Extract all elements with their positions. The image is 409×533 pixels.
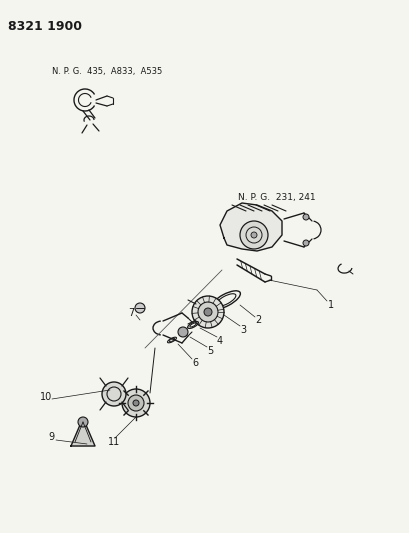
Circle shape (122, 389, 150, 417)
Text: 1: 1 (327, 300, 333, 310)
Text: N. P. G.  435,  A833,  A535: N. P. G. 435, A833, A535 (52, 67, 162, 76)
Text: 8321 1900: 8321 1900 (8, 20, 82, 33)
Text: 6: 6 (191, 358, 198, 368)
Circle shape (78, 417, 88, 427)
Text: 5: 5 (207, 346, 213, 356)
Circle shape (239, 221, 267, 249)
Circle shape (135, 303, 145, 313)
Circle shape (198, 302, 218, 322)
Text: 7: 7 (128, 308, 134, 318)
Text: 10: 10 (40, 392, 52, 402)
Circle shape (133, 400, 139, 406)
Circle shape (250, 232, 256, 238)
Polygon shape (71, 418, 95, 446)
Circle shape (204, 308, 211, 316)
Circle shape (102, 382, 126, 406)
Circle shape (302, 214, 308, 220)
Circle shape (191, 296, 223, 328)
Text: 4: 4 (216, 336, 222, 346)
Text: 2: 2 (254, 315, 261, 325)
Text: 11: 11 (108, 437, 120, 447)
Circle shape (178, 327, 188, 337)
Text: N. P. G.  231, 241: N. P. G. 231, 241 (237, 193, 315, 202)
Polygon shape (220, 203, 281, 251)
Text: 3: 3 (239, 325, 245, 335)
Circle shape (302, 240, 308, 246)
Text: 9: 9 (48, 432, 54, 442)
Circle shape (128, 395, 144, 411)
